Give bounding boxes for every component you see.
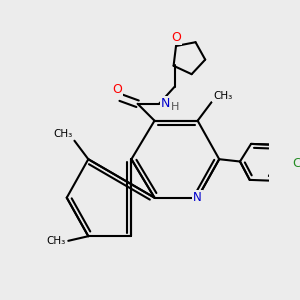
Text: CH₃: CH₃ [47,236,66,246]
Text: O: O [112,83,122,96]
Text: Cl: Cl [292,157,300,170]
Text: CH₃: CH₃ [53,129,72,139]
Text: O: O [171,32,181,44]
Text: N: N [161,97,170,110]
Text: H: H [171,102,179,112]
Text: N: N [193,191,202,204]
Text: CH₃: CH₃ [213,91,232,101]
